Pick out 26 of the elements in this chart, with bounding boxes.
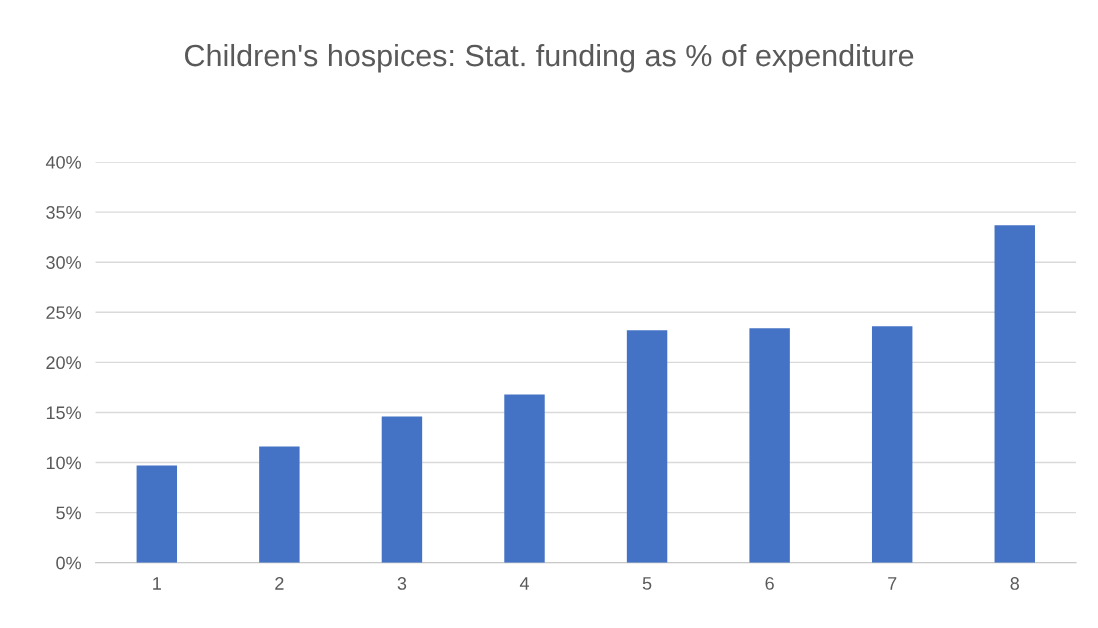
y-tick-label: 25% xyxy=(46,306,81,319)
x-tick-label: 3 xyxy=(397,577,407,590)
x-tick-label: 2 xyxy=(275,577,284,590)
y-tick-label: 30% xyxy=(46,256,81,269)
bar xyxy=(871,326,913,563)
chart-title: Children's hospices: Stat. funding as % of expenditure xyxy=(185,43,914,73)
bar xyxy=(994,225,1035,563)
x-tick-label: 7 xyxy=(888,577,897,590)
bar xyxy=(504,394,545,563)
x-tick-label: 5 xyxy=(642,577,652,590)
y-tick-label: 15% xyxy=(46,406,81,420)
x-tick-label: 4 xyxy=(519,577,529,590)
y-tick-label: 0% xyxy=(56,556,81,570)
bar xyxy=(259,446,300,563)
bar xyxy=(381,416,423,563)
y-tick-label: 5% xyxy=(56,506,81,520)
y-tick-label: 40% xyxy=(45,155,81,169)
y-tick-label: 20% xyxy=(46,356,81,370)
x-tick-label: 6 xyxy=(765,577,774,590)
x-tick-label: 1 xyxy=(153,577,161,590)
x-tick-label: 8 xyxy=(1010,577,1019,590)
bar xyxy=(626,330,668,563)
y-tick-label: 10% xyxy=(46,456,81,470)
y-tick-label: 35% xyxy=(46,206,81,219)
bar xyxy=(749,328,790,563)
bar xyxy=(136,465,178,563)
